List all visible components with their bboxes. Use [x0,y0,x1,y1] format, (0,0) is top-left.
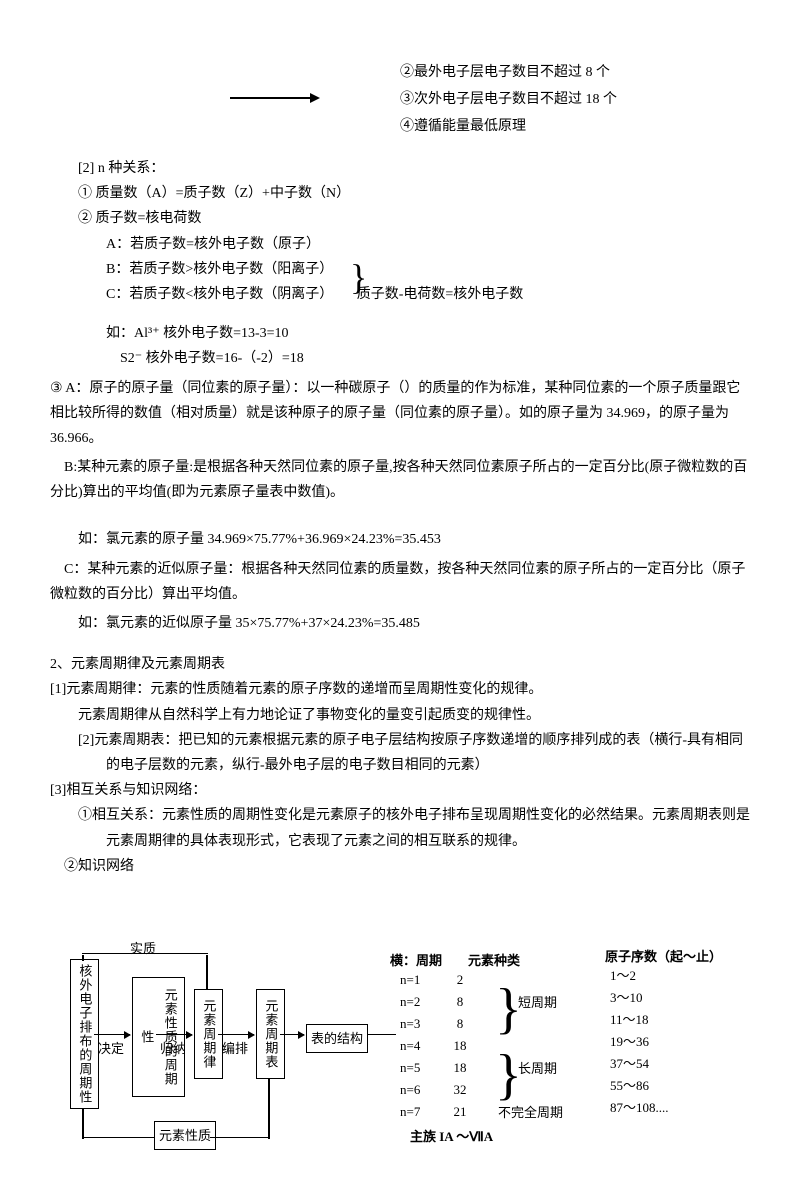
box-biaojiegou: 表的结构 [306,1024,368,1053]
rel-3a: ③ A：原子的原子量（同位素的原子量）：以一种碳原子（）的质量的作为标准，某种同… [50,376,750,452]
cnt7: 21 [440,1100,480,1123]
label-jueding: 决定 [98,1037,124,1060]
r7: 87～108.... [610,1096,700,1119]
n3: n=3 [400,1012,440,1035]
n6: n=6 [400,1078,440,1101]
rel-title: [2] n 种关系： [50,156,750,181]
r1: 1～2 [610,964,700,987]
section-2: 2、元素周期律及元素周期表 [1]元素周期律：元素的性质随着元素的原子序数的递增… [50,652,750,879]
rel-2: ② 质子数=核电荷数 [50,206,750,231]
knowledge-network-diagram: 实质 核外电子排布的周期性 决定 元素性质的周期性 归纳 元素周期律 编排 元素… [50,909,750,1169]
r4: 19～36 [610,1030,700,1053]
cnt2: 8 [440,990,480,1013]
arrow-guina [156,1034,192,1036]
n5: n=5 [400,1056,440,1079]
grp-incomplete: 不完全周期 [498,1101,563,1124]
cnt6: 32 [440,1078,480,1101]
n4: n=4 [400,1034,440,1057]
label-guina: 归纳 [160,1037,186,1060]
label-bianpai: 编排 [222,1037,248,1060]
box-yuansuxingzhi: 元素性质 [154,1121,216,1150]
r5: 37～54 [610,1052,700,1075]
grp-short: 短周期 [518,991,557,1014]
top-line-4: ④遵循能量最低原理 [400,114,617,139]
sec2-p2: [2]元素周期表：把已知的元素根据元素的原子电子层结构按原子序数递增的顺序排列成… [50,728,750,778]
rel-1: ① 质量数（A）=质子数（Z）+中子数（N） [50,181,750,206]
zhuzu: 主族 IA ～ⅦA [410,1125,493,1148]
cnt5: 18 [440,1056,480,1079]
rel-ex1: 如：Al³⁺ 核外电子数=13-3=10 [50,321,750,346]
arrow-biaojiegou [280,1034,304,1036]
sec2-p1b: 元素周期律从自然科学上有力地论证了事物变化的量变引起质变的规律性。 [50,703,750,728]
sec2-p1: [1]元素周期律：元素的性质随着元素的原子序数的递增而呈周期性变化的规律。 [50,677,750,702]
sec2-title: 2、元素周期律及元素周期表 [50,652,750,677]
period-table: n=12 n=28 n=38 n=418 n=518 n=632 n=721 [400,969,480,1123]
sec2-p3: [3]相互关系与知识网络： [50,778,750,803]
rel-3cex: 如：氯元素的近似原子量 35×75.77%+37×24.23%=35.485 [50,611,750,636]
grp-long: 长周期 [518,1057,557,1080]
rel-2c: C：若质子数<核外电子数（阴离子） [106,287,333,302]
sec2-p3a: ①相互关系：元素性质的周期性变化是元素原子的核外电子排布呈现周期性变化的必然结果… [50,803,750,853]
relations-section: [2] n 种关系： ① 质量数（A）=质子数（Z）+中子数（N） ② 质子数=… [50,156,750,636]
rel-3c: C：某种元素的近似原子量：根据各种天然同位素的质量数，按各种天然同位素的原子所占… [50,557,750,607]
n7: n=7 [400,1100,440,1123]
top-section: ②最外电子层电子数目不超过 8 个 ③次外电子层电子数目不超过 18 个 ④遵循… [50,60,750,150]
r2: 3～10 [610,986,700,1009]
rel-2a: A：若质子数=核外电子数（原子） [50,232,750,257]
r6: 55～86 [610,1074,700,1097]
label-shizhi: 实质 [130,937,156,960]
top-line-3: ③次外电子层电子数目不超过 18 个 [400,87,617,112]
rel-2eq: 质子数-电荷数=核外电子数 [357,287,524,302]
cnt4: 18 [440,1034,480,1057]
rel-2b: B：若质子数>核外电子数（阳离子） [106,262,333,277]
sec2-p3b: ②知识网络 [50,854,750,879]
n1: n=1 [400,968,440,991]
r3: 11～18 [610,1008,700,1031]
n2: n=2 [400,990,440,1013]
rel-3b: B:某种元素的原子量:是根据各种天然同位素的原子量,按各种天然同位素原子所占的一… [50,455,750,505]
top-lines: ②最外电子层电子数目不超过 8 个 ③次外电子层电子数目不超过 18 个 ④遵循… [400,60,617,142]
arrow [230,85,320,110]
cnt3: 8 [440,1012,480,1035]
cnt1: 2 [440,968,480,991]
range-table: 1～2 3～10 11～18 19～36 37～54 55～86 87～108.… [610,965,700,1119]
arrow-bianpai [218,1034,254,1036]
top-line-2: ②最外电子层电子数目不超过 8 个 [400,60,617,85]
rel-3bex: 如：氯元素的原子量 34.969×75.77%+36.969×24.23%=35… [50,527,750,552]
rel-ex2: S2⁻ 核外电子数=16-（-2）=18 [50,346,750,371]
arrow-jueding [94,1034,130,1036]
